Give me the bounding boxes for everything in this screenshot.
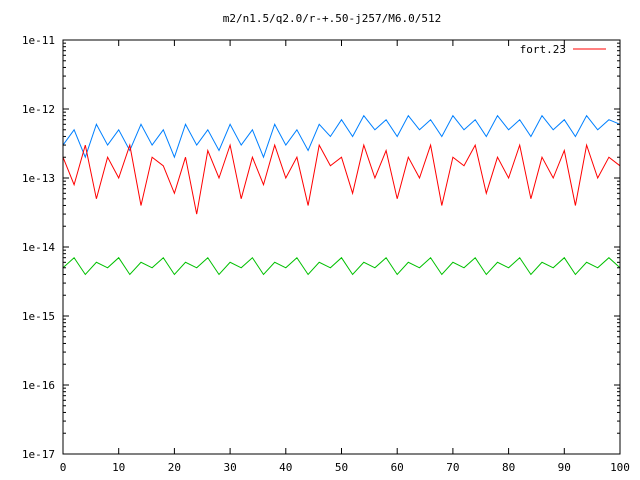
- y-tick-label: 1e-16: [22, 379, 55, 392]
- series-line-fort-23: [62, 143, 621, 215]
- y-tick-label: 1e-14: [22, 241, 55, 254]
- x-tick-label: 30: [223, 461, 236, 474]
- plot-frame: [62, 39, 621, 455]
- y-tick-label: 1e-11: [22, 34, 55, 47]
- x-tick-label: 60: [391, 461, 404, 474]
- series-line-series-2: [62, 256, 621, 276]
- x-tick-label: 40: [279, 461, 292, 474]
- y-tick-label: 1e-12: [22, 103, 55, 116]
- series-line-series-1: [62, 114, 621, 159]
- y-tick-label: 1e-15: [22, 310, 55, 323]
- chart-title: m2/n1.5/q2.0/r-+.50-j257/M6.0/512: [223, 12, 442, 25]
- x-tick-label: 100: [610, 461, 630, 474]
- y-tick-label: 1e-17: [22, 448, 55, 461]
- y-axis: 1e-17 1e-16 1e-15 1e-14 1e-13 1e-12 1e-11: [22, 34, 620, 461]
- x-tick-label: 10: [112, 461, 125, 474]
- x-tick-label: 90: [558, 461, 571, 474]
- legend: fort.23: [520, 43, 606, 56]
- x-tick-label: 80: [502, 461, 515, 474]
- x-tick-label: 50: [335, 461, 348, 474]
- x-tick-label: 70: [446, 461, 459, 474]
- legend-label-fort-23: fort.23: [520, 43, 566, 56]
- x-axis: 0 10 20 30 40 50 60 70 80 90 100: [60, 40, 630, 474]
- series-layer: [62, 114, 621, 276]
- y-tick-label: 1e-13: [22, 172, 55, 185]
- x-tick-label: 0: [60, 461, 67, 474]
- x-tick-label: 20: [168, 461, 181, 474]
